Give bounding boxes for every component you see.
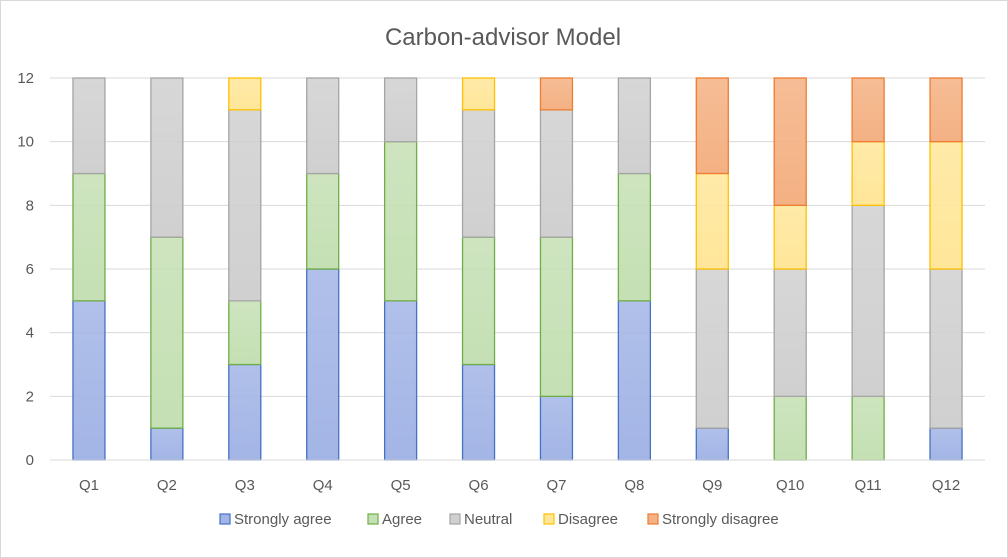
legend-label-strongly-disagree: Strongly disagree [662,511,779,528]
x-tick-label-q11: Q11 [855,477,882,494]
y-tick-label-1: 2 [26,388,34,405]
y-axis-ticks: 0 2 4 6 8 10 12 [17,70,34,469]
y-tick-label-0: 0 [26,452,34,469]
x-axis-ticks: Q1 Q2 Q3 Q4 Q5 Q6 Q7 Q8 Q9 Q10 Q11 Q12 [79,477,960,494]
bar-q9-strongly-disagree [695,77,729,175]
bar-q4-agree [306,172,340,270]
legend: Strongly agree Agree Neutral Disagree Strong… [219,511,779,528]
x-tick-label-q1: Q1 [79,477,99,494]
y-tick-label-4: 8 [26,197,34,214]
y-tick-label-5: 10 [17,134,34,151]
bar-q10-neutral [773,268,807,397]
bar-q9-disagree [695,172,729,270]
legend-label-neutral: Neutral [464,511,512,528]
x-tick-label-q3: Q3 [235,477,255,494]
bar-q11-strongly-disagree [851,77,885,143]
bar-q6-strongly-agree [461,363,496,461]
bar-q11-agree [851,395,885,461]
bar-q10-agree [773,395,807,461]
x-tick-label-q7: Q7 [546,477,566,494]
bars [72,77,963,461]
bar-q9-strongly-agree [695,427,729,461]
bar-q8-neutral [617,77,652,175]
bar-q4-neutral [306,77,340,175]
y-tick-label-6: 12 [17,70,34,87]
legend-swatch-strongly-disagree [647,513,659,525]
x-tick-label-q6: Q6 [469,477,489,494]
x-tick-label-q8: Q8 [624,477,644,494]
bar-q2-strongly-agree [150,427,184,461]
bar-q11-neutral [851,204,885,397]
x-tick-label-q5: Q5 [391,477,411,494]
legend-swatch-disagree [543,513,555,525]
bar-q7-agree [539,236,574,397]
legend-swatch-neutral [449,513,461,525]
legend-label-disagree: Disagree [558,511,618,528]
bar-q2-agree [150,236,184,429]
bar-q5-strongly-agree [383,300,418,461]
bar-q6-neutral [461,109,496,238]
x-tick-label-q12: Q12 [932,477,960,494]
x-tick-label-q9: Q9 [702,477,722,494]
bar-q8-strongly-agree [617,300,652,461]
bar-q10-strongly-disagree [773,77,807,206]
x-tick-label-q2: Q2 [157,477,177,494]
chart-title: Carbon-advisor Model [385,24,621,51]
bar-q7-strongly-disagree [539,77,574,111]
bar-q5-neutral [383,77,418,143]
bar-q7-neutral [539,109,574,238]
legend-swatch-agree [367,513,379,525]
bar-q1-neutral [72,77,106,175]
bar-q6-agree [461,236,496,366]
x-tick-label-q4: Q4 [313,477,333,494]
bar-q5-agree [383,141,418,302]
x-tick-label-q10: Q10 [776,477,804,494]
bar-q8-agree [617,172,652,302]
legend-swatch-strongly-agree [219,513,231,525]
bar-q9-neutral [695,268,729,429]
bar-q11-disagree [851,141,885,206]
y-tick-label-2: 4 [26,325,34,342]
bar-q12-disagree [929,141,963,270]
y-tick-label-3: 6 [26,261,34,278]
bar-q3-disagree [228,77,262,111]
bar-q1-strongly-agree [72,300,106,461]
gridlines [50,77,985,397]
bar-q1-agree [72,172,106,302]
legend-label-agree: Agree [382,511,422,528]
bar-q4-strongly-agree [306,268,340,461]
legend-label-strongly-agree: Strongly agree [234,511,332,528]
bar-q2-neutral [150,77,184,238]
bar-q10-disagree [773,204,807,270]
bar-q7-strongly-agree [539,395,574,461]
bar-q3-strongly-agree [228,363,262,461]
bar-q3-neutral [228,109,262,302]
bar-q3-agree [228,300,262,366]
bar-q12-strongly-disagree [929,77,963,143]
bar-q6-disagree [461,77,496,111]
bar-q12-neutral [929,268,963,429]
bar-q12-strongly-agree [929,427,963,461]
